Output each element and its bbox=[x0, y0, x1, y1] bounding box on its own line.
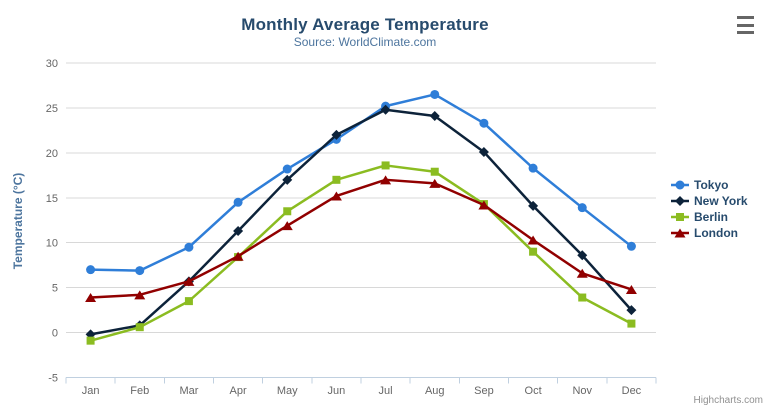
x-axis-label: Aug bbox=[425, 385, 445, 397]
point-london-Jun[interactable] bbox=[330, 191, 342, 201]
point-new-york-Aug[interactable] bbox=[429, 111, 440, 122]
point-new-york-Dec[interactable] bbox=[626, 305, 637, 316]
diamond-legend-glyph[interactable] bbox=[675, 196, 685, 206]
legend-label: London bbox=[694, 226, 738, 240]
x-axis-label: May bbox=[277, 385, 298, 397]
hamburger-icon bbox=[737, 31, 754, 34]
series-tokyo bbox=[86, 89, 636, 276]
legend: Tokyo New York Berlin London bbox=[671, 177, 748, 241]
legend-label: Berlin bbox=[694, 210, 729, 224]
point-tokyo-Mar[interactable] bbox=[184, 242, 194, 252]
point-london-Oct[interactable] bbox=[527, 235, 539, 245]
point-new-york-Nov[interactable] bbox=[577, 250, 588, 261]
point-london-Aug[interactable] bbox=[429, 178, 441, 188]
square-legend-glyph[interactable] bbox=[676, 213, 684, 221]
y-axis-label: 15 bbox=[46, 193, 58, 205]
series-line-tokyo[interactable] bbox=[89, 93, 633, 272]
point-london-Apr[interactable] bbox=[232, 251, 244, 261]
square-legend-icon bbox=[671, 213, 689, 221]
point-london-Feb[interactable] bbox=[134, 290, 146, 300]
x-axis-label: Dec bbox=[622, 385, 642, 397]
point-tokyo-Sep[interactable] bbox=[479, 118, 489, 128]
triangle-legend-icon bbox=[671, 228, 689, 238]
point-new-york-Jul[interactable] bbox=[380, 104, 391, 115]
y-axis-label: 25 bbox=[46, 103, 58, 115]
x-axis-label: Jul bbox=[379, 385, 393, 397]
point-tokyo-Aug[interactable] bbox=[430, 89, 440, 99]
point-london-Dec[interactable] bbox=[625, 284, 637, 294]
credits-link[interactable]: Highcharts.com bbox=[693, 395, 763, 406]
legend-item-new-york[interactable]: New York bbox=[671, 193, 748, 209]
point-tokyo-Nov[interactable] bbox=[577, 203, 587, 213]
x-axis-label: Jan bbox=[82, 385, 100, 397]
y-axis-label: -5 bbox=[48, 373, 58, 385]
point-berlin-May[interactable] bbox=[283, 207, 292, 216]
legend-item-tokyo[interactable]: Tokyo bbox=[671, 177, 748, 193]
point-berlin-Nov[interactable] bbox=[578, 293, 587, 302]
point-tokyo-Apr[interactable] bbox=[233, 197, 243, 207]
x-axis-label: Oct bbox=[525, 385, 542, 397]
legend-label: New York bbox=[694, 194, 748, 208]
point-london-Jul[interactable] bbox=[380, 175, 392, 185]
export-menu-button[interactable] bbox=[737, 16, 759, 34]
x-axis-label: Jun bbox=[328, 385, 346, 397]
x-axis-label: Apr bbox=[230, 385, 247, 397]
series-line-london[interactable] bbox=[89, 178, 633, 299]
series-line-new-york[interactable] bbox=[89, 108, 633, 336]
point-berlin-Feb[interactable] bbox=[135, 323, 144, 332]
legend-label: Tokyo bbox=[694, 178, 729, 192]
x-axis-label: Nov bbox=[572, 385, 592, 397]
point-new-york-Oct[interactable] bbox=[528, 200, 539, 211]
hamburger-icon bbox=[737, 23, 754, 27]
point-tokyo-Oct[interactable] bbox=[528, 163, 538, 173]
point-berlin-Oct[interactable] bbox=[529, 247, 538, 256]
chart-subtitle: Source: WorldClimate.com bbox=[293, 35, 437, 49]
point-london-May[interactable] bbox=[281, 221, 293, 231]
legend-item-london[interactable]: London bbox=[671, 225, 748, 241]
point-berlin-Dec[interactable] bbox=[627, 319, 636, 328]
point-tokyo-Dec[interactable] bbox=[626, 241, 636, 251]
x-axis-label: Feb bbox=[130, 385, 149, 397]
point-london-Sep[interactable] bbox=[478, 200, 490, 210]
point-london-Nov[interactable] bbox=[576, 268, 588, 278]
point-berlin-Jan[interactable] bbox=[86, 336, 95, 345]
point-tokyo-Feb[interactable] bbox=[135, 266, 145, 276]
circle-legend-glyph[interactable] bbox=[675, 180, 685, 190]
series-line-berlin[interactable] bbox=[89, 164, 633, 342]
point-tokyo-Jan[interactable] bbox=[86, 265, 96, 275]
point-berlin-Mar[interactable] bbox=[184, 297, 193, 306]
point-new-york-Jun[interactable] bbox=[331, 129, 342, 140]
point-berlin-Aug[interactable] bbox=[430, 167, 439, 176]
y-axis-label: 10 bbox=[46, 238, 58, 250]
chart-title: Monthly Average Temperature bbox=[241, 15, 489, 34]
diamond-legend-icon bbox=[671, 196, 689, 206]
series-new-york bbox=[85, 104, 637, 340]
point-new-york-Sep[interactable] bbox=[478, 146, 489, 157]
point-tokyo-May[interactable] bbox=[282, 164, 292, 174]
series-london bbox=[85, 175, 637, 303]
point-london-Jan[interactable] bbox=[85, 293, 97, 303]
x-axis-label: Mar bbox=[179, 385, 198, 397]
circle-legend-icon bbox=[671, 180, 689, 190]
legend-item-berlin[interactable]: Berlin bbox=[671, 209, 748, 225]
triangle-legend-glyph[interactable] bbox=[674, 228, 686, 238]
point-new-york-May[interactable] bbox=[282, 174, 293, 185]
x-axis-label: Sep bbox=[474, 385, 494, 397]
y-axis-label: 0 bbox=[52, 328, 58, 340]
point-berlin-Jun[interactable] bbox=[332, 175, 341, 184]
y-axis-label: 30 bbox=[46, 58, 58, 70]
y-axis-label: 5 bbox=[52, 283, 58, 295]
point-london-Mar[interactable] bbox=[183, 276, 195, 286]
hamburger-icon bbox=[737, 16, 754, 19]
point-berlin-Jul[interactable] bbox=[381, 161, 390, 170]
y-axis-title: Temperature (°C) bbox=[11, 172, 25, 270]
point-new-york-Apr[interactable] bbox=[233, 226, 244, 237]
y-axis-label: 20 bbox=[46, 148, 58, 160]
